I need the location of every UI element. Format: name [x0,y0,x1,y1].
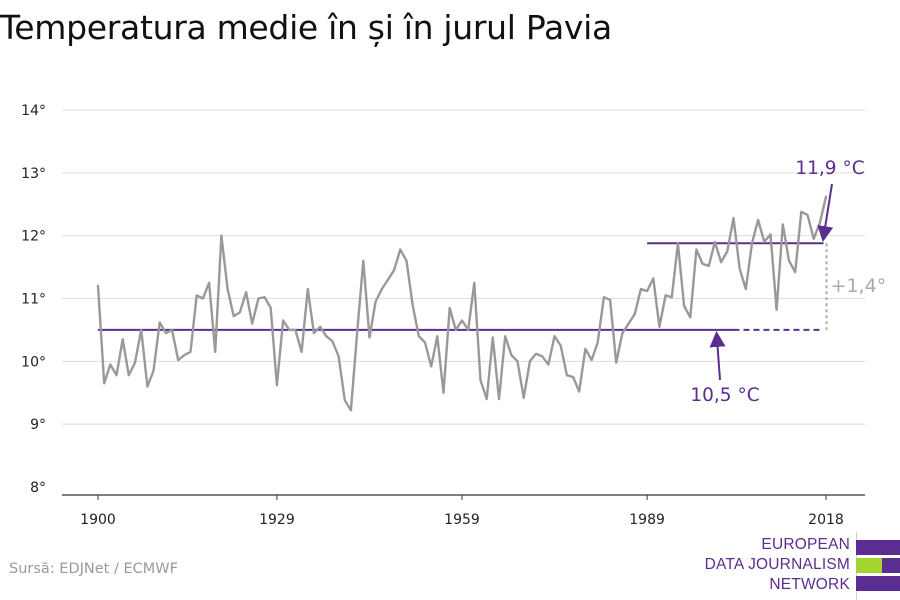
edjnet-logo: EUROPEAN DATA JOURNALISM NETWORK [700,532,900,600]
source-note: Sursă: EDJNet / ECMWF [9,561,178,577]
baseline-value-label: 10,5 °C [690,385,759,406]
logo-line-1: EUROPEAN [761,536,850,553]
logo-line-2: DATA JOURNALISM [704,556,850,573]
annotations: +1,4° 10,5 °C 11,9 °C [690,158,886,406]
recent-arrow [817,183,834,243]
axes: 8° 9° 10° 11° 12° 13° 14° 1900 1929 1959 1989 2018 [21,103,865,528]
recent-value-label: 11,9 °C [795,158,864,179]
y-tick-label: 14° [21,103,46,119]
y-tick-label: 9° [30,417,46,433]
logo-bar-purple-top [856,540,900,555]
x-tick-label: 1929 [259,512,295,528]
y-tick-label: 10° [21,354,46,370]
series-layer [96,195,828,412]
y-tick-label: 12° [21,229,46,245]
x-tick-label: 1989 [629,512,665,528]
chart-title: Temperatura medie în și în jurul Pavia [0,8,612,47]
x-tick-label: 1959 [444,512,480,528]
logo-bar-purple-bottom [856,576,900,591]
y-tick-label: 11° [21,292,46,308]
reference-lines [98,242,824,331]
logo-line-3: NETWORK [769,576,850,593]
x-tick-label: 1900 [80,512,116,528]
y-tick-label: 8° [30,480,46,496]
difference-label: +1,4° [831,275,887,297]
temperature-series-line [96,195,828,412]
baseline-arrow [709,330,726,381]
x-tick-label: 2018 [808,512,844,528]
y-tick-label: 13° [21,166,46,182]
logo-bar-green [856,558,882,573]
gridlines [62,109,865,425]
